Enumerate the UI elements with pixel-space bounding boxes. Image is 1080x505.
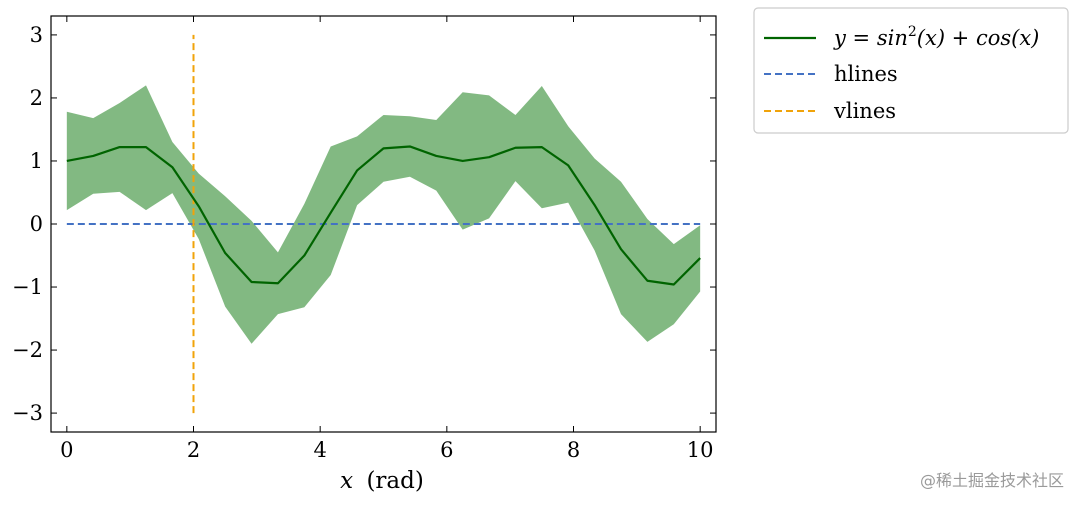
x-axis-label-var: x [340,468,353,494]
legend-label-vlines: vlines [833,99,896,123]
legend-label-main: y = sin2(x) + cos(x) [833,24,1039,50]
x-tick-label: 8 [567,438,580,462]
x-axis-label-unit: (rad) [366,468,423,494]
y-tick-label: −1 [12,275,43,299]
legend-frame [753,7,1069,134]
x-tick-label: 10 [687,438,714,462]
watermark: @稀土掘金技术社区 [919,471,1064,490]
legend: y = sin2(x) + cos(x) hlines vlines [753,7,1069,134]
x-tick-label: 6 [440,438,453,462]
axis-ticks: 0 2 4 6 8 10 −3 −2 −1 0 1 2 3 [12,15,717,462]
x-tick-label: 2 [187,438,200,462]
x-tick-label: 0 [60,438,73,462]
y-tick-label: 0 [30,212,43,236]
y-tick-label: −2 [12,338,43,362]
plot-area [66,34,701,414]
x-tick-label: 4 [313,438,326,462]
y-tick-label: 1 [30,149,43,173]
confidence-band [66,85,701,344]
y-tick-label: 3 [30,23,43,47]
x-axis-label: x (rad) [340,468,424,494]
y-tick-label: −3 [12,401,43,425]
y-tick-label: 2 [30,86,43,110]
legend-label-hlines: hlines [834,62,898,86]
